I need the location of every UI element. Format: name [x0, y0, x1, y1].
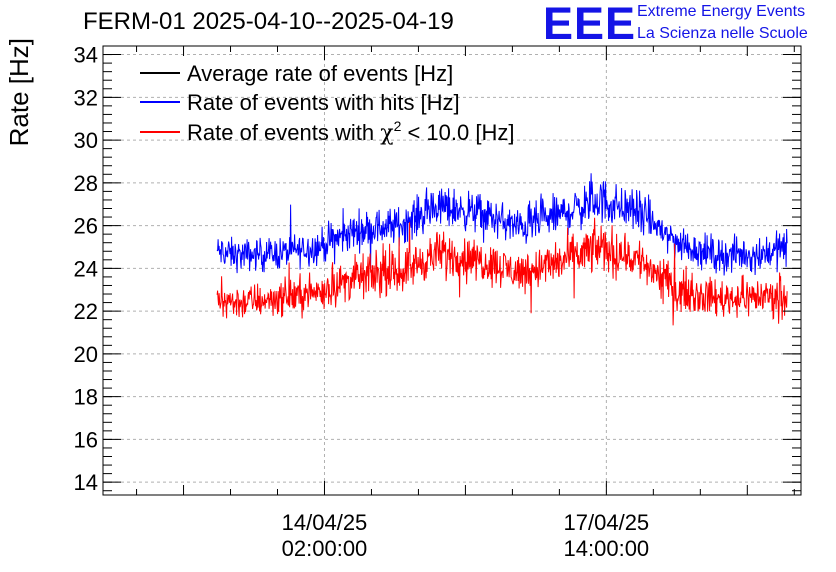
- legend-label: Average rate of events [Hz]: [187, 61, 453, 86]
- logo-line-1: Extreme Energy Events: [637, 3, 806, 20]
- axis-ticks: [103, 45, 801, 495]
- plot-frame: [102, 45, 802, 496]
- series-layer: [216, 173, 788, 326]
- legend-label: Rate of events with hits [Hz]: [187, 90, 460, 115]
- legend: Average rate of events [Hz] Rate of event…: [140, 61, 514, 146]
- y-tick-label: 20: [74, 342, 98, 367]
- x-tick-label-time: 14:00:00: [564, 536, 650, 561]
- legend-label: Rate of events with χ2 < 10.0 [Hz]: [187, 118, 514, 146]
- y-tick-label: 26: [74, 214, 98, 239]
- grid: [103, 46, 801, 495]
- x-tick-label-time: 02:00:00: [282, 536, 368, 561]
- y-tick-label: 28: [74, 171, 98, 196]
- x-tick-label-date: 17/04/25: [564, 510, 650, 535]
- y-tick-label: 24: [74, 256, 98, 281]
- y-tick-label: 30: [74, 128, 98, 153]
- logo-line-2: La Scienza nelle Scuole: [637, 25, 808, 42]
- chart-title: FERM-01 2025-04-10--2025-04-19: [83, 8, 454, 35]
- series-line-chi2: [216, 217, 788, 326]
- y-tick-label: 18: [74, 385, 98, 410]
- y-tick-labels: 14 16 18 20 22 24 26 28 30 32 34: [74, 43, 98, 496]
- x-tick-label-date: 14/04/25: [282, 510, 368, 535]
- series-line-hits: [216, 173, 788, 276]
- eee-logo: EEE: [543, 0, 637, 49]
- y-tick-label: 16: [74, 427, 98, 452]
- y-tick-label: 32: [74, 85, 98, 110]
- y-tick-label: 34: [74, 43, 98, 68]
- y-axis-title: Rate [Hz]: [4, 38, 34, 146]
- y-tick-label: 22: [74, 299, 98, 324]
- y-tick-label: 14: [74, 470, 98, 495]
